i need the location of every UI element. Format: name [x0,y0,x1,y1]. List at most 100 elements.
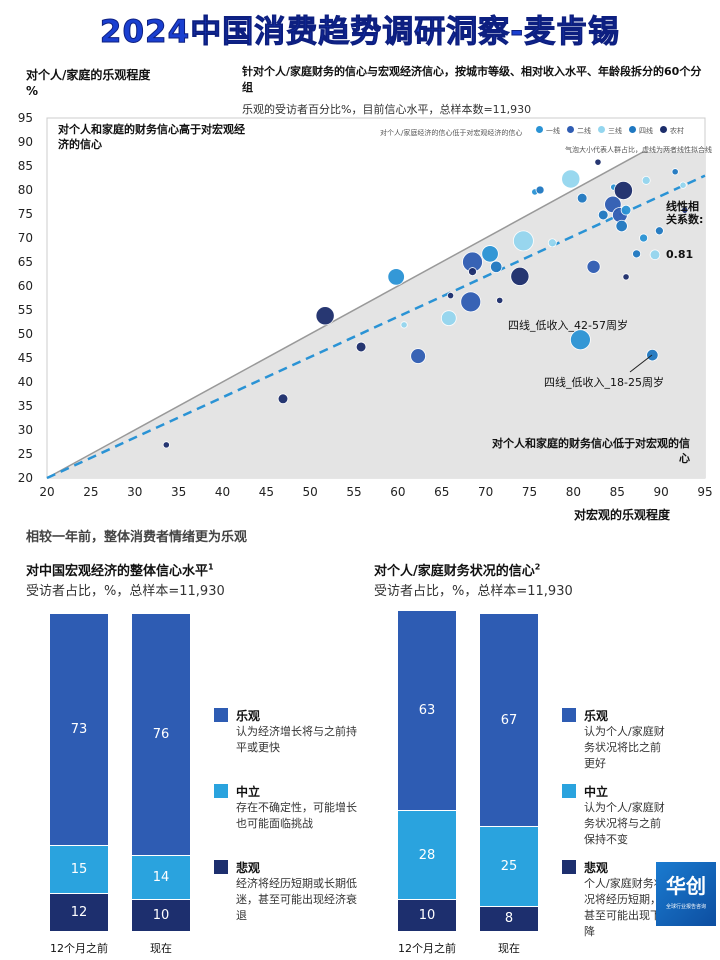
bubble-note: 气泡大小代表人群占比，虚线为两者线性拟合线 [565,146,712,154]
bubble-农村 [594,158,602,166]
x-category-label: 现在 [498,942,520,955]
bubble-三线 [641,175,651,185]
legend-swatch [562,708,576,722]
legend-item: 三线 [598,126,622,136]
legend-dot-icon [629,126,636,133]
legend-title: 悲观 [236,861,261,875]
bar-chart-title: 对中国宏观经济的整体信心水平1 [26,562,214,579]
bar-value-label: 15 [70,861,88,877]
callout-42-57: 四线_低收入_42-57周岁 [508,319,628,332]
legend-title: 乐观 [584,709,609,723]
x-tick-label: 30 [127,485,142,499]
legend-swatch [214,860,228,874]
legend-title: 中立 [236,785,261,799]
bar-value-label: 67 [500,712,518,728]
diagonal-line [46,150,644,479]
y-tick-label: 80 [18,183,33,197]
y-tick-label: 75 [18,207,33,221]
bubble-三线 [512,230,534,252]
x-tick-label: 60 [390,485,405,499]
y-tick-label: 20 [18,471,33,485]
bar-value-label: 63 [418,702,436,718]
legend-title: 乐观 [236,709,261,723]
scatter-subheading: 乐观的受访者百分比%，目前信心水平，总样本数=11,930 [242,103,532,116]
bubble-四线 [597,209,609,221]
bubble-三线 [400,321,408,329]
x-tick-label: 75 [522,485,537,499]
bubble-四线 [535,185,545,195]
x-tick-label: 85 [610,485,625,499]
legend-item: 农村 [660,126,684,136]
bubble-四线 [576,192,588,204]
footnote-marker: 1 [208,562,214,572]
legend-swatch [562,784,576,798]
legend-dot-icon [660,126,667,133]
bubble-农村 [277,393,289,405]
summary: 相较一年前，整体消费者情绪更为乐观 [26,530,248,545]
x-tick-label: 40 [215,485,230,499]
y-axis-unit: % [26,84,39,98]
y-tick-label: 25 [18,447,33,461]
corr-label: 线性相关系数: [666,200,704,226]
callout-line [629,354,653,373]
y-tick-label: 60 [18,279,33,293]
group-legend: 一线 二线 三线 四线 农村 [536,126,684,136]
legend-label: 三线 [608,127,622,135]
y-axis-label: 对个人/家庭的乐观程度 [26,68,151,82]
scatter-heading: 针对个人/家庭财务的信心与宏观经济信心，按城市等级、相对收入水平、年龄段拆分的6… [242,65,702,94]
bubble-农村 [315,306,335,326]
bar-segment-乐观: 67 [480,614,538,827]
legend-item: 四线 [629,126,653,136]
y-tick-label: 65 [18,255,33,269]
bubble-农村 [496,296,504,304]
legend-swatch [214,708,228,722]
bubble-农村 [613,180,633,201]
legend-desc: 认为个人/家庭财务状况将比之前更好 [584,725,665,770]
y-tick-label: 40 [18,375,33,389]
y-tick-label: 50 [18,327,33,341]
bubble-农村 [468,267,477,277]
upper-note: 对个人和家庭的财务信心高于对宏观经济的信心 [58,123,245,151]
x-tick-label: 55 [346,485,361,499]
bar-value-label: 28 [418,847,436,863]
legend-desc: 认为个人/家庭财务状况将与之前保持不变 [584,801,665,846]
bar-segment-中立: 15 [50,846,108,893]
bar-segment-悲观: 10 [398,900,456,931]
legend-swatch [214,784,228,798]
bubble-二线 [586,259,601,274]
bar-segment-中立: 28 [398,811,456,900]
x-tick-label: 35 [171,485,186,499]
legend-dot-icon [598,126,605,133]
shade-legend: 对个人/家庭经济的信心低于对宏观经济的信心 [380,129,523,137]
legend-desc: 存在不确定性，可能增长也可能面临挑战 [236,801,357,830]
bubble-农村 [681,206,689,214]
y-tick-label: 45 [18,351,33,365]
bubble-三线 [547,238,557,248]
bubble-一线 [481,245,499,263]
x-category-label: 12个月之前 [398,942,456,955]
bar-value-label: 10 [418,908,436,924]
bar-value-label: 14 [152,869,170,885]
bar-chart-subtitle: 受访者占比，%，总样本=11,930 [26,584,225,599]
bar-value-label: 76 [152,726,170,742]
bubble-三线 [561,169,581,189]
shaded-region [47,151,705,478]
lower-note: 对个人和家庭的财务信心低于对宏观的信心 [492,437,690,465]
bar-value-label: 12 [70,904,88,920]
bubble-一线 [387,268,405,286]
bar-segment-乐观: 63 [398,610,456,811]
scatter-chart: 20 25 30 35 40 45 50 55 60 65 70 75 80 85 90 95 20 25 30 35… [18,111,713,499]
bubble-农村 [446,291,455,300]
callout-18-25: 四线_低收入_18-25周岁 [544,376,664,389]
bar-segment-中立: 14 [132,855,190,900]
fit-line [46,174,706,480]
bubble-三线 [649,249,661,261]
legend-desc: 认为经济增长将与之前持平或更快 [236,725,357,754]
logo: 华创 全球行业报告咨询 [656,862,716,926]
legend-item: 一线 [536,126,560,136]
bubble-农村 [355,341,367,353]
legend-label: 农村 [670,127,684,135]
bar-value-label: 73 [70,722,88,738]
x-category-label: 12个月之前 [50,942,108,955]
x-tick-label: 90 [653,485,668,499]
